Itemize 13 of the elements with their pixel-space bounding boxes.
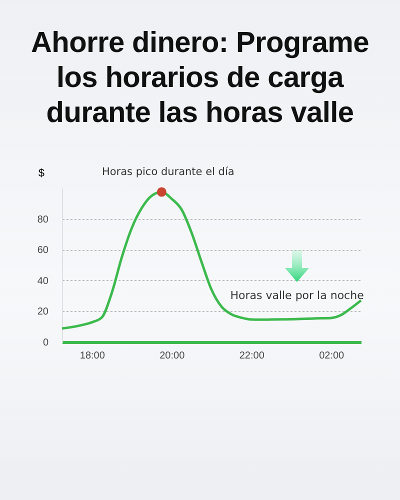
- y-tick-label: 0: [42, 338, 49, 348]
- x-tick-label: 18:00: [80, 350, 106, 362]
- y-tick-label: 40: [37, 276, 49, 287]
- chart-title: Ahorre dinero: Programe los horarios de carga durante las horas valle: [30, 26, 370, 130]
- x-tick-label: 02:00: [319, 350, 345, 362]
- x-tick-label: 22:00: [239, 350, 265, 362]
- y-tick-label: 60: [37, 245, 49, 256]
- x-tick-label: 20:00: [160, 350, 186, 362]
- y-tick-label: 80: [37, 214, 49, 226]
- annotation: Horas valle por la noche: [230, 288, 364, 302]
- y-tick-label: 20: [37, 306, 49, 318]
- text: Horas pico durante el día: [102, 166, 234, 178]
- y-axis-title: $: [38, 168, 44, 180]
